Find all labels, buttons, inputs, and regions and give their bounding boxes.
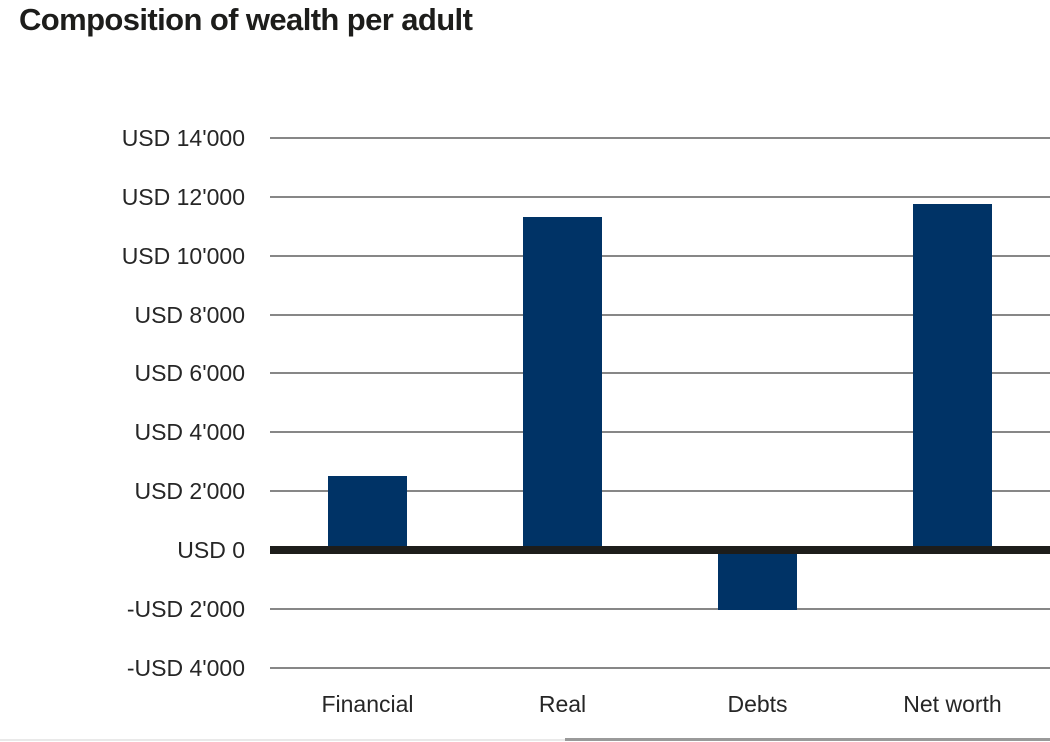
y-axis-label: USD 8'000 [134, 301, 245, 328]
y-axis-label: -USD 2'000 [126, 595, 245, 622]
x-axis-label: Net worth [903, 691, 1002, 717]
y-axis-label: USD 10'000 [121, 242, 245, 269]
y-axis-label: USD 14'000 [121, 124, 245, 151]
gridline [270, 666, 1050, 669]
x-axis-label: Debts [727, 691, 788, 717]
x-axis-label: Real [538, 691, 587, 717]
bar-debts [718, 550, 797, 611]
y-axis-label: -USD 4'000 [126, 654, 245, 681]
zero-baseline [270, 546, 1050, 554]
bar-net-worth [913, 204, 992, 550]
y-axis-label: USD 12'000 [121, 183, 245, 210]
x-axis-label: Financial [321, 691, 414, 717]
bar-financial [328, 476, 407, 550]
y-axis-label: USD 0 [177, 537, 245, 563]
chart-title: Composition of wealth per adult [19, 2, 473, 37]
gridline [270, 195, 1050, 198]
bottom-divider-dark [565, 738, 1050, 741]
bar-real [523, 217, 602, 550]
gridline [270, 313, 1050, 316]
gridline [270, 254, 1050, 257]
gridline [270, 372, 1050, 375]
gridline [270, 136, 1050, 139]
gridline [270, 607, 1050, 610]
y-axis-label: USD 4'000 [134, 419, 245, 446]
gridline [270, 431, 1050, 434]
y-axis-label: USD 2'000 [134, 478, 245, 505]
gridline [270, 490, 1050, 493]
y-axis-label: USD 6'000 [134, 360, 245, 387]
bottom-divider-light [0, 739, 565, 741]
